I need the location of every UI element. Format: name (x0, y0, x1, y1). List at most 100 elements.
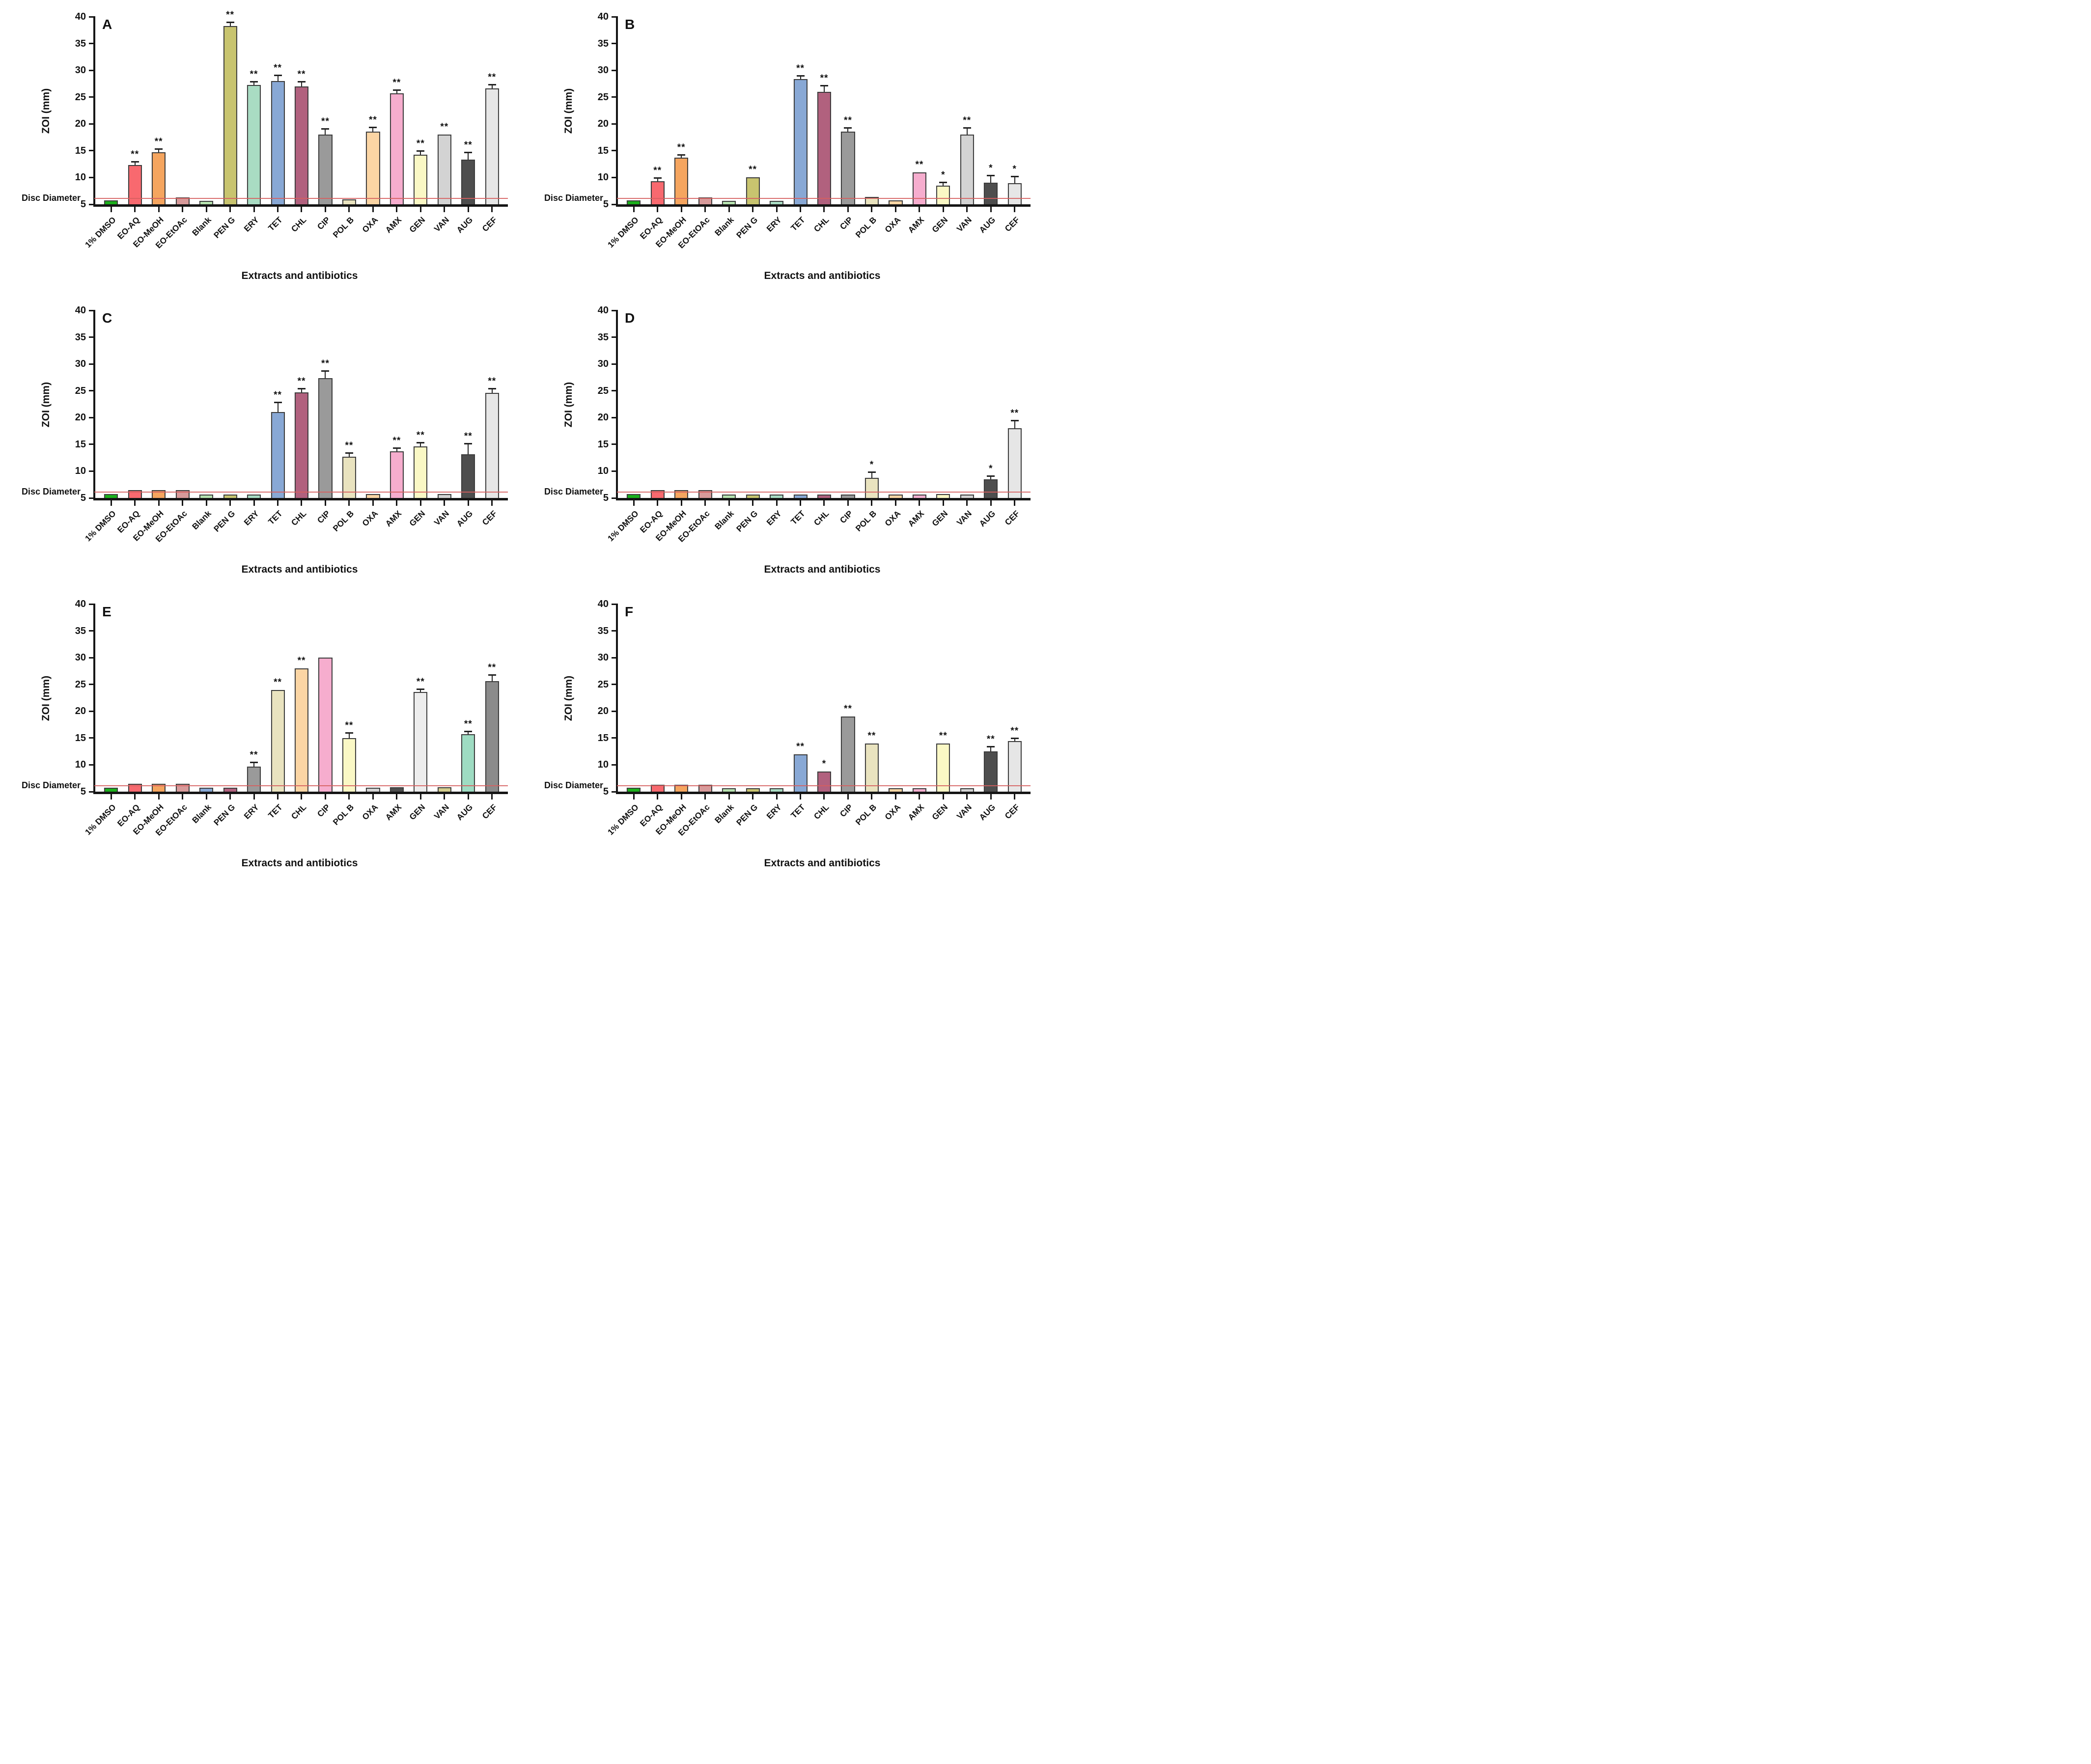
bar-pen-g (746, 788, 760, 792)
bar-slot: PEN G (734, 310, 764, 534)
x-axis-tick (942, 500, 944, 506)
y-axis-tick-label: 25 (597, 679, 609, 690)
x-axis-tick (894, 794, 896, 799)
x-axis-category-label: POL B (331, 509, 356, 533)
y-axis-tick (612, 336, 618, 338)
bar-cef (485, 393, 499, 498)
bar-aug (461, 734, 475, 792)
bar-1-dmso (104, 200, 118, 204)
bar-blank (722, 495, 736, 498)
x-axis-category-label: ERY (764, 802, 783, 821)
error-bar (1010, 419, 1019, 429)
significance-marker: ** (488, 72, 497, 83)
bar-chl (817, 771, 832, 792)
significance-marker: ** (274, 63, 282, 74)
x-axis-tick (966, 207, 968, 212)
bar-slot: * CEF (1003, 17, 1027, 233)
bar-gen (414, 446, 428, 498)
y-axis-tick-label: 35 (597, 331, 609, 343)
x-axis-tick (182, 794, 184, 799)
x-axis-tick (467, 500, 469, 506)
x-axis-category-label: POL B (331, 802, 356, 827)
bar-cip (841, 131, 855, 204)
y-axis-tick (612, 603, 618, 605)
significance-marker: ** (226, 10, 234, 21)
y-axis-tick-label: 15 (75, 732, 86, 744)
bar-slot: ** EO-MeOH (131, 17, 170, 249)
y-axis-tick-label: 5 (80, 199, 86, 210)
bar-ery (769, 495, 784, 498)
bar-slot: OXA (883, 17, 907, 234)
y-axis-tick-label: 30 (75, 65, 86, 76)
x-axis-category-label: OXA (360, 802, 380, 822)
error-bar (677, 154, 686, 158)
y-axis-tick-label: 30 (597, 358, 609, 370)
x-axis-category-label: 1% DMSO (83, 215, 118, 250)
bar-van (960, 788, 974, 792)
x-axis-category-label: CIP (838, 509, 855, 525)
x-axis-tick (110, 500, 112, 506)
x-axis-tick (847, 500, 849, 506)
y-axis-tick-label: 35 (75, 331, 86, 343)
y-axis-tick-label: 35 (597, 625, 609, 636)
bar-slot: ** VAN (432, 17, 456, 234)
x-axis-tick (467, 794, 469, 799)
x-axis-tick (728, 500, 730, 506)
y-axis-tick (612, 390, 618, 392)
bar-oxa (889, 788, 903, 792)
significance-marker: ** (939, 730, 948, 741)
bar-oxa (889, 200, 903, 204)
significance-marker: ** (464, 718, 473, 729)
bar-slot: EO-AQ (115, 604, 146, 828)
x-axis-category-label: CIP (315, 802, 332, 819)
x-axis-tick (134, 207, 136, 212)
error-bar (653, 177, 662, 182)
bar-slot: ** CIP (313, 17, 337, 231)
bar-slot: ** GEN (408, 604, 432, 822)
x-axis-category-label: VAN (955, 215, 974, 234)
bar-van (960, 135, 974, 204)
x-axis-category-label: TET (266, 509, 284, 527)
bar-tet (271, 412, 285, 498)
y-axis-tick-label: 15 (597, 732, 609, 744)
disc-diameter-label: Disc Diameter (544, 487, 603, 497)
x-axis-category-label: OXA (360, 509, 380, 528)
bars: 1% DMSO EO-AQ EO-MeOH EO-EtOAc Blank PEN G ** E… (83, 604, 508, 838)
bar-ery (247, 495, 261, 498)
y-axis-tick (89, 470, 95, 472)
x-axis-category-label: PEN G (212, 215, 237, 240)
y-axis-tick-label: 5 (80, 493, 86, 503)
bar-amx (912, 495, 926, 498)
bar-1-dmso (627, 494, 641, 498)
bar-slot: ** CEF (1003, 310, 1027, 527)
x-axis-category-label: AUG (455, 215, 475, 235)
bar-slot: 1% DMSO (606, 17, 645, 249)
bar-gen (414, 154, 428, 204)
x-axis-category-label: VAN (955, 509, 974, 527)
y-axis-tick-label: 25 (75, 679, 86, 690)
x-axis-tick (800, 207, 802, 212)
y-axis-tick (89, 203, 95, 205)
bar-eo-aq (650, 181, 665, 204)
x-axis-category-label: 1% DMSO (606, 509, 641, 544)
error-bar (820, 84, 828, 92)
error-bar (987, 746, 995, 752)
panel-c: ZOI (mm) C Disc Diameter 1% DMSO EO-AQ EO-… (0, 294, 523, 587)
bar-slot: Blank (713, 604, 741, 825)
significance-marker: ** (131, 149, 139, 160)
plot-area: E Disc Diameter 1% DMSO EO-AQ EO-MeOH EO-Et… (22, 599, 508, 838)
bar-slot: ERY (765, 310, 788, 527)
bar-slot: POL B (331, 17, 361, 240)
bar-slot: * POL B (854, 310, 884, 533)
y-axis-title: ZOI (mm) (40, 88, 52, 134)
error-bar (250, 762, 258, 767)
significance-marker: ** (677, 142, 686, 153)
x-axis-category-label: CEF (1003, 802, 1022, 821)
bar-slot: EO-MeOH (654, 310, 693, 543)
bar-tet (271, 689, 285, 792)
y-axis-tick-label: 40 (75, 599, 86, 609)
bar-slot: ** AMX (906, 17, 931, 235)
bar-slot: EO-MeOH (654, 604, 693, 837)
panel-letter: B (625, 17, 635, 32)
bar-cip (841, 495, 855, 498)
